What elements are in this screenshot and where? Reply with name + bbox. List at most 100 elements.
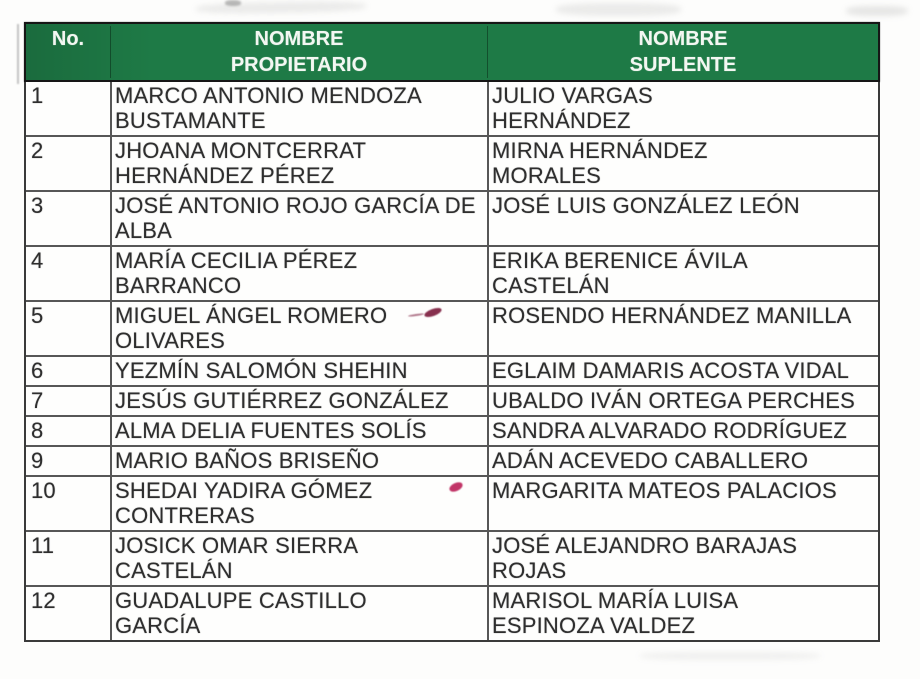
suplente-cell: UBALDO IVÁN ORTEGA PERCHES — [487, 387, 878, 415]
propietario-name-line: GUADALUPE CASTILLO — [115, 588, 367, 613]
suplente-name-line: MARISOL MARÍA LUISA — [492, 588, 739, 613]
table-row: 4 MARÍA CECILIA PÉREZ BARRANCO ERIKA BERENI… — [26, 247, 878, 302]
table-header-row: No. NOMBRE PROPIETARIO NOMBRE SUPLENTE — [24, 22, 880, 82]
propietario-name-line: YEZMÍN SALOMÓN SHEHIN — [115, 358, 408, 383]
header-suplente-line2: SUPLENTE — [629, 54, 737, 76]
table-row: 9 MARIO BAÑOS BRISEÑO ADÁN ACEVEDO CABALLE… — [26, 447, 878, 477]
header-nombre-suplente: NOMBRE SUPLENTE — [487, 26, 878, 78]
table-body: 1 MARCO ANTONIO MENDOZA BUSTAMANTE JULIO VA… — [24, 82, 880, 642]
propietario-name-line: GARCÍA — [115, 613, 201, 638]
suplente-cell: MARGARITA MATEOS PALACIOS — [487, 477, 878, 530]
propietario-name-line: BUSTAMANTE — [115, 108, 266, 133]
row-number-cell: 4 — [31, 248, 44, 273]
propietario-cell: JOSICK OMAR SIERRA CASTELÁN — [110, 532, 487, 585]
suplente-cell: MARISOL MARÍA LUISA ESPINOZA VALDEZ — [487, 587, 878, 640]
propietario-cell: MIGUEL ÁNGEL ROMERO OLIVARES — [110, 302, 487, 355]
header-no: No. — [26, 26, 110, 78]
table-row: 5 MIGUEL ÁNGEL ROMERO OLIVARES ROSENDO HERN… — [26, 302, 878, 357]
table-row: 6 YEZMÍN SALOMÓN SHEHIN EGLAIM DAMARIS ACO… — [26, 357, 878, 387]
suplente-name-line: MORALES — [492, 163, 601, 188]
row-number-cell: 12 — [31, 588, 56, 613]
table-row: 1 MARCO ANTONIO MENDOZA BUSTAMANTE JULIO VA… — [26, 82, 878, 137]
suplente-name-line: JULIO VARGAS — [492, 83, 653, 108]
table-row: 10 SHEDAI YADIRA GÓMEZ CONTRERAS MARGARITA … — [26, 477, 878, 532]
propietario-name-line: MARÍA CECILIA PÉREZ — [115, 248, 358, 273]
suplente-name-line: JOSÉ LUIS GONZÁLEZ LEÓN — [492, 193, 800, 218]
propietario-name-line: MARIO BAÑOS BRISEÑO — [115, 448, 380, 473]
propietario-name-line: SHEDAI YADIRA GÓMEZ — [115, 478, 373, 503]
suplente-cell: EGLAIM DAMARIS ACOSTA VIDAL — [487, 357, 878, 385]
table-row: 11 JOSICK OMAR SIERRA CASTELÁN JOSÉ ALEJAND… — [26, 532, 878, 587]
table-row: 3 JOSÉ ANTONIO ROJO GARCÍA DE ALBA JOSÉ LUI… — [26, 192, 878, 247]
propietario-name-line: JESÚS GUTIÉRREZ GONZÁLEZ — [115, 388, 449, 413]
row-number-cell: 7 — [31, 388, 44, 413]
propietario-name-line: OLIVARES — [115, 328, 226, 353]
row-number-cell: 11 — [31, 533, 55, 558]
row-number-cell: 1 — [31, 83, 44, 108]
scan-smudge — [195, 0, 367, 15]
propietario-cell: MARIO BAÑOS BRISEÑO — [110, 447, 487, 475]
suplente-name-line: MARGARITA MATEOS PALACIOS — [492, 478, 837, 503]
propietario-cell: JESÚS GUTIÉRREZ GONZÁLEZ — [110, 387, 487, 415]
suplente-cell: MIRNA HERNÁNDEZ MORALES — [487, 137, 878, 190]
suplente-name-line: UBALDO IVÁN ORTEGA PERCHES — [492, 388, 856, 413]
scan-smudge — [556, 3, 681, 16]
suplente-cell: ROSENDO HERNÁNDEZ MANILLA — [487, 302, 878, 355]
row-number-cell: 10 — [31, 478, 56, 503]
row-number-cell: 5 — [31, 303, 44, 328]
suplente-name-line: HERNÁNDEZ — [492, 108, 631, 133]
suplente-cell: JULIO VARGAS HERNÁNDEZ — [487, 82, 878, 135]
propietario-name-line: ALMA DELIA FUENTES SOLÍS — [115, 418, 427, 443]
suplente-name-line: SANDRA ALVARADO RODRÍGUEZ — [492, 418, 848, 443]
candidates-table: No. NOMBRE PROPIETARIO NOMBRE SUPLENTE 1… — [24, 22, 880, 642]
suplente-name-line: ERIKA BERENICE ÁVILA — [492, 248, 748, 273]
header-no-label: No. — [51, 28, 85, 50]
propietario-cell: YEZMÍN SALOMÓN SHEHIN — [110, 357, 487, 385]
row-number-cell: 9 — [31, 448, 44, 473]
propietario-name-line: JOSÉ ANTONIO ROJO GARCÍA DE — [115, 193, 476, 218]
suplente-cell: ERIKA BERENICE ÁVILA CASTELÁN — [487, 247, 878, 300]
scan-smudge — [225, 0, 241, 6]
table-row: 2 JHOANA MONTCERRAT HERNÁNDEZ PÉREZ MIRNA H… — [26, 137, 878, 192]
suplente-name-line: JOSÉ ALEJANDRO BARAJAS — [492, 533, 798, 558]
suplente-name-line: MIRNA HERNÁNDEZ — [492, 138, 708, 163]
suplente-name-line: ADÁN ACEVEDO CABALLERO — [492, 448, 809, 473]
suplente-cell: ADÁN ACEVEDO CABALLERO — [487, 447, 878, 475]
propietario-cell: JOSÉ ANTONIO ROJO GARCÍA DE ALBA — [110, 192, 487, 245]
header-suplente-line1: NOMBRE — [638, 28, 728, 50]
propietario-name-line: MIGUEL ÁNGEL ROMERO — [115, 303, 388, 328]
scan-smudge — [640, 652, 820, 660]
row-number-cell: 8 — [31, 418, 44, 443]
propietario-cell: ALMA DELIA FUENTES SOLÍS — [110, 417, 487, 445]
propietario-name-line: BARRANCO — [115, 273, 242, 298]
propietario-name-line: CASTELÁN — [115, 558, 233, 583]
scan-smudge — [846, 6, 908, 16]
header-nombre-propietario: NOMBRE PROPIETARIO — [110, 26, 487, 78]
suplente-name-line: ROSENDO HERNÁNDEZ MANILLA — [492, 303, 852, 328]
header-propietario-line2: PROPIETARIO — [230, 54, 368, 76]
suplente-name-line: ROJAS — [492, 558, 567, 583]
scan-ghost-line — [17, 24, 19, 84]
propietario-name-line: ALBA — [115, 218, 173, 243]
propietario-cell: MARÍA CECILIA PÉREZ BARRANCO — [110, 247, 487, 300]
propietario-name-line: MARCO ANTONIO MENDOZA — [115, 83, 422, 108]
propietario-cell: SHEDAI YADIRA GÓMEZ CONTRERAS — [110, 477, 487, 530]
propietario-name-line: JHOANA MONTCERRAT — [115, 138, 367, 163]
table-row: 12 GUADALUPE CASTILLO GARCÍA MARISOL MARÍA … — [26, 587, 878, 640]
propietario-cell: MARCO ANTONIO MENDOZA BUSTAMANTE — [110, 82, 487, 135]
propietario-cell: JHOANA MONTCERRAT HERNÁNDEZ PÉREZ — [110, 137, 487, 190]
propietario-name-line: JOSICK OMAR SIERRA — [115, 533, 359, 558]
row-number-cell: 3 — [31, 193, 44, 218]
suplente-name-line: EGLAIM DAMARIS ACOSTA VIDAL — [492, 358, 850, 383]
row-number-cell: 2 — [31, 138, 44, 163]
suplente-cell: JOSÉ ALEJANDRO BARAJAS ROJAS — [487, 532, 878, 585]
propietario-cell: GUADALUPE CASTILLO GARCÍA — [110, 587, 487, 640]
row-number-cell: 6 — [31, 358, 44, 383]
header-propietario-line1: NOMBRE — [254, 28, 344, 50]
propietario-name-line: HERNÁNDEZ PÉREZ — [115, 163, 335, 188]
suplente-name-line: ESPINOZA VALDEZ — [492, 613, 696, 638]
suplente-cell: JOSÉ LUIS GONZÁLEZ LEÓN — [487, 192, 878, 245]
propietario-name-line: CONTRERAS — [115, 503, 255, 528]
table-row: 8 ALMA DELIA FUENTES SOLÍS SANDRA ALVARADO… — [26, 417, 878, 447]
